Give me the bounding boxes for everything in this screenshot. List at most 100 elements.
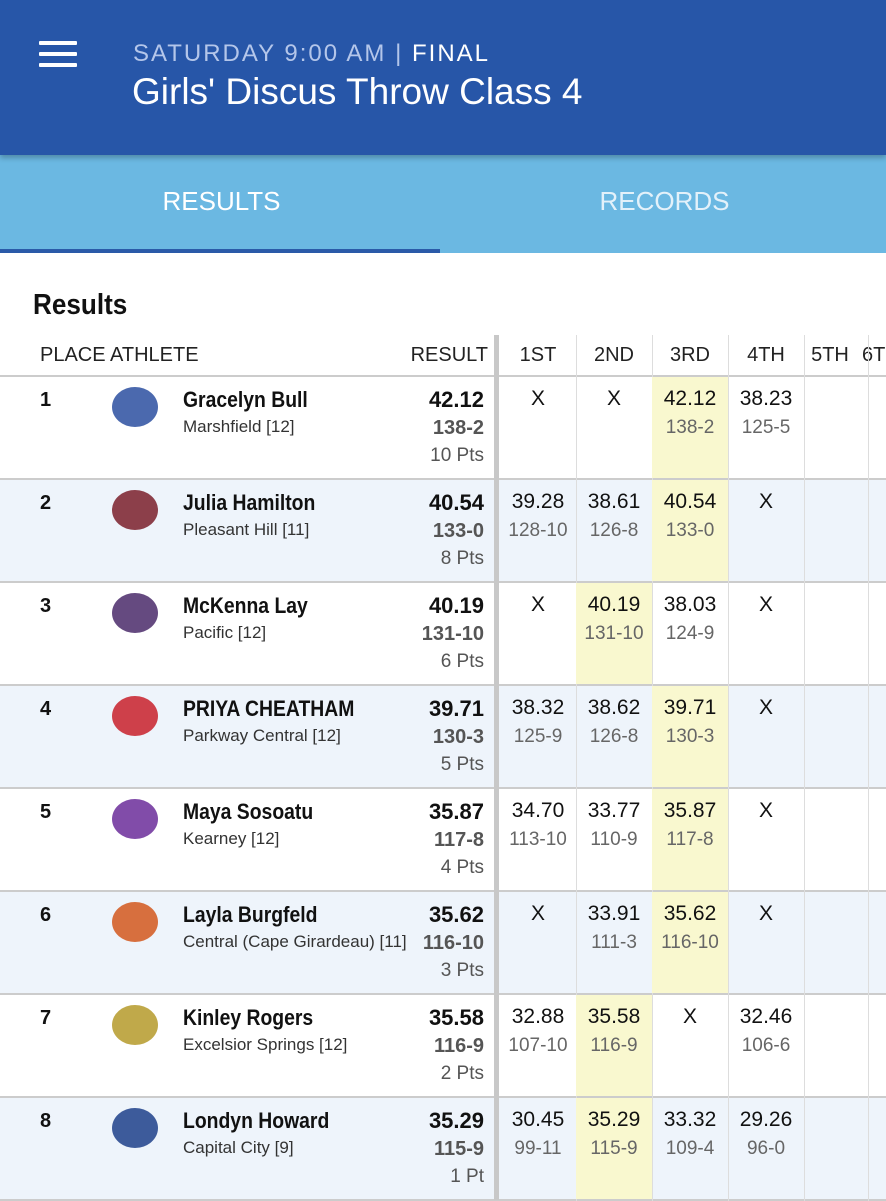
column-divider bbox=[804, 377, 805, 480]
column-divider bbox=[576, 480, 577, 583]
column-divider bbox=[868, 686, 869, 789]
attempt-feet: 125-5 bbox=[741, 417, 791, 438]
column-header: 5TH bbox=[811, 344, 849, 366]
attempt-mark: 33.32 bbox=[663, 1108, 717, 1131]
menu-bar bbox=[39, 52, 77, 56]
attempt-mark: 29.26 bbox=[739, 1108, 793, 1131]
attempt-feet: 111-3 bbox=[591, 932, 637, 953]
attempt-mark: 35.29 bbox=[587, 1108, 641, 1131]
attempt-feet: 117-8 bbox=[666, 829, 714, 850]
place: 1 bbox=[40, 389, 52, 411]
column-divider bbox=[728, 1098, 729, 1201]
best-highlight bbox=[652, 789, 728, 890]
column-divider bbox=[804, 686, 805, 789]
column-divider bbox=[868, 583, 869, 686]
event-title: Girls' Discus Throw Class 4 bbox=[132, 71, 583, 112]
column-divider bbox=[728, 480, 729, 583]
result-mark: 40.19 bbox=[428, 593, 484, 618]
result-row: 3 McKenna Lay Pacific [12] 40.19 131-10 6 Pts… bbox=[0, 583, 886, 686]
tab[interactable]: RECORDS bbox=[599, 186, 730, 216]
result-feet: 117-8 bbox=[433, 829, 484, 851]
attempt-mark: X bbox=[530, 902, 545, 925]
column-divider bbox=[576, 377, 577, 480]
attempt-feet: 106-6 bbox=[741, 1035, 791, 1056]
attempt-mark: 35.87 bbox=[663, 799, 717, 822]
section-title: Results bbox=[33, 289, 128, 321]
column-divider bbox=[804, 583, 805, 686]
team-logo bbox=[112, 902, 158, 942]
column-divider bbox=[576, 335, 577, 377]
column-divider bbox=[868, 995, 869, 1098]
attempt-mark: 33.91 bbox=[587, 902, 641, 925]
attempt-mark: 38.32 bbox=[511, 696, 565, 719]
result-feet: 130-3 bbox=[432, 726, 484, 748]
result-row: 1 Gracelyn Bull Marshfield [12] 42.12 138-2 1… bbox=[0, 377, 886, 480]
result-points: 4 Pts bbox=[440, 857, 484, 878]
result-row: 8 Londyn Howard Capital City [9] 35.29 115-9… bbox=[0, 1098, 886, 1201]
attempt-mark: 39.71 bbox=[663, 696, 717, 719]
attempt-feet: 126-8 bbox=[589, 520, 639, 541]
column-divider bbox=[868, 377, 869, 480]
place: 7 bbox=[40, 1007, 52, 1029]
attempt-feet: 131-10 bbox=[584, 623, 644, 644]
attempt-mark: X bbox=[758, 696, 773, 719]
result-mark: 35.87 bbox=[428, 799, 484, 824]
result-row: 5 Maya Sosoatu Kearney [12] 35.87 117-8 4 Pts… bbox=[0, 789, 886, 892]
menu-button[interactable] bbox=[30, 34, 86, 74]
result-mark: 42.12 bbox=[428, 387, 484, 412]
attempt-mark: X bbox=[530, 593, 545, 616]
column-divider bbox=[576, 686, 577, 789]
tab-bar: RESULTS RECORDS bbox=[0, 155, 886, 253]
attempt-mark: X bbox=[758, 799, 773, 822]
column-divider bbox=[804, 892, 805, 995]
team-logo bbox=[112, 387, 158, 427]
attempt-feet: 99-11 bbox=[514, 1138, 562, 1159]
best-highlight bbox=[576, 1098, 652, 1199]
attempt-feet: 116-10 bbox=[661, 932, 719, 953]
team-logo bbox=[112, 696, 158, 736]
attempt-feet: 124-9 bbox=[665, 623, 715, 644]
team-logo bbox=[112, 593, 158, 633]
column-divider bbox=[576, 789, 577, 892]
athlete-name: Maya Sosoatu bbox=[183, 799, 314, 824]
column-divider bbox=[728, 583, 729, 686]
best-highlight bbox=[652, 480, 728, 581]
result-feet: 131-10 bbox=[421, 623, 484, 645]
place: 4 bbox=[40, 698, 52, 720]
app-header: SATURDAY 9:00 AM | FINAL Girls' Discus T… bbox=[0, 0, 886, 155]
result-points: 3 Pts bbox=[440, 960, 484, 981]
place: 8 bbox=[40, 1110, 52, 1132]
tab[interactable]: RESULTS bbox=[162, 186, 281, 216]
attempt-mark: 30.45 bbox=[511, 1108, 565, 1131]
column-header: 3RD bbox=[669, 344, 710, 366]
result-points: 5 Pts bbox=[440, 754, 484, 775]
result-row: 4 PRIYA CHEATHAM Parkway Central [12] 39.71… bbox=[0, 686, 886, 789]
attempt-feet: 107-10 bbox=[508, 1035, 568, 1056]
column-divider bbox=[728, 335, 729, 377]
column-divider bbox=[804, 995, 805, 1098]
athlete-team: Excelsior Springs [12] bbox=[183, 1035, 348, 1054]
attempt-mark: 40.54 bbox=[663, 490, 717, 513]
athlete-team: Marshfield [12] bbox=[183, 417, 295, 436]
attempt-feet: 133-0 bbox=[665, 520, 715, 541]
column-divider bbox=[576, 892, 577, 995]
result-points: 8 Pts bbox=[440, 548, 484, 569]
attempt-mark: 40.19 bbox=[587, 593, 641, 616]
attempt-mark: X bbox=[758, 593, 773, 616]
attempt-feet: 138-2 bbox=[665, 417, 715, 438]
event-meta: SATURDAY 9:00 AM | FINAL bbox=[133, 40, 490, 68]
athlete-name: Julia Hamilton bbox=[183, 490, 316, 515]
attempt-mark: X bbox=[606, 387, 621, 410]
menu-bar bbox=[39, 63, 77, 67]
attempt-feet: 96-0 bbox=[746, 1138, 786, 1159]
athlete-team: Central (Cape Girardeau) [11] bbox=[183, 932, 407, 951]
column-divider bbox=[804, 789, 805, 892]
athlete-name: Kinley Rogers bbox=[183, 1005, 314, 1030]
column-header: 4TH bbox=[747, 344, 785, 366]
attempt-mark: 35.58 bbox=[587, 1005, 641, 1028]
column-divider bbox=[728, 686, 729, 789]
column-divider bbox=[652, 583, 653, 686]
result-feet: 138-2 bbox=[432, 417, 484, 439]
result-points: 2 Pts bbox=[440, 1063, 484, 1084]
